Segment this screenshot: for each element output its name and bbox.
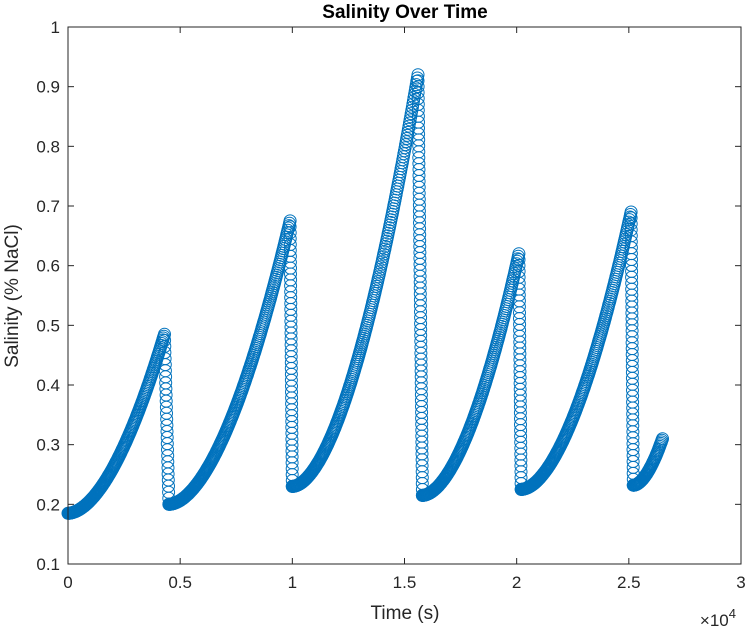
y-tick-label: 0.3 bbox=[36, 436, 60, 455]
y-tick-label: 0.6 bbox=[36, 257, 60, 276]
y-tick-label: 0.1 bbox=[36, 555, 60, 574]
data-point bbox=[656, 432, 669, 446]
y-tick-label: 0.9 bbox=[36, 78, 60, 97]
x-axis-exponent-power: 4 bbox=[729, 606, 736, 621]
y-tick-label: 0.2 bbox=[36, 495, 60, 514]
y-tick-label: 0.4 bbox=[36, 376, 60, 395]
y-tick-label: 1 bbox=[51, 18, 60, 37]
x-tick-label: 2.5 bbox=[617, 573, 641, 592]
data-markers bbox=[61, 68, 669, 520]
y-axis-label: Salinity (% NaCl) bbox=[2, 224, 23, 368]
x-tick-label: 0 bbox=[63, 573, 72, 592]
x-axis-label: Time (s) bbox=[371, 603, 440, 624]
x-axis-exponent-base: ×10 bbox=[700, 611, 729, 630]
y-tick-label: 0.5 bbox=[36, 316, 60, 335]
y-tick-label: 0.8 bbox=[36, 137, 60, 156]
y-axis-ticks: 0.1 0.2 0.3 0.4 0.5 0.6 0.7 0.8 0.9 1 bbox=[36, 18, 741, 574]
y-tick-label: 0.7 bbox=[36, 197, 60, 216]
x-tick-label: 1.5 bbox=[393, 573, 417, 592]
x-axis-exponent: ×104 bbox=[700, 606, 736, 630]
x-tick-label: 1 bbox=[288, 573, 297, 592]
x-tick-label: 2 bbox=[512, 573, 521, 592]
x-tick-label: 3 bbox=[736, 573, 745, 592]
x-tick-label: 0.5 bbox=[168, 573, 192, 592]
chart-title: Salinity Over Time bbox=[322, 2, 487, 23]
x-axis-ticks: 0 0.5 1 1.5 2 2.5 3 bbox=[63, 27, 746, 592]
